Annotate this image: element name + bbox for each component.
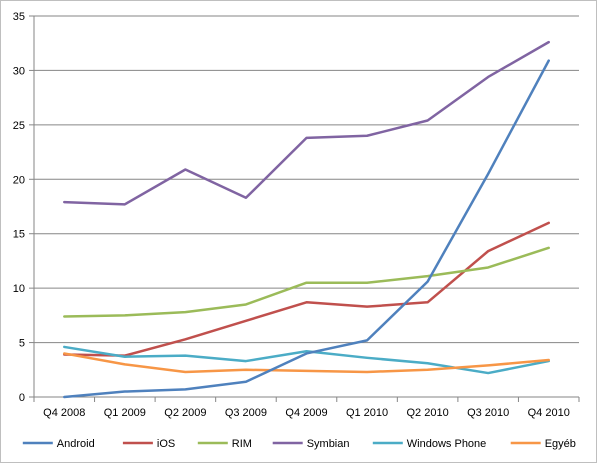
series-line-symbian xyxy=(63,40,550,206)
series-line-windows-phone xyxy=(63,345,550,375)
y-tick-label: 35 xyxy=(13,11,25,23)
y-tick-label: 25 xyxy=(13,120,25,132)
x-tick-label: Q2 2010 xyxy=(407,407,449,419)
series-line-egyéb xyxy=(63,352,550,374)
axes: 0 5 10 15 20 25 30 35 Q4 2008 Q1 2009 Q2 2009 Q3 20… xyxy=(13,11,580,419)
x-tick-label: Q3 2010 xyxy=(467,407,509,419)
legend: Android iOS RIM Symbian Windows Phone Egyéb xyxy=(22,438,576,450)
x-tick-label: Q3 2009 xyxy=(225,407,267,419)
y-tick-label: 0 xyxy=(19,392,25,404)
legend-label: iOS xyxy=(157,438,175,450)
series-line-rim xyxy=(63,246,550,318)
x-tick-label: Q1 2010 xyxy=(346,407,388,419)
x-tick-label: Q4 2008 xyxy=(43,407,85,419)
legend-label: Windows Phone xyxy=(407,438,487,450)
series-lines xyxy=(63,40,550,399)
x-tick-label: Q4 2010 xyxy=(528,407,570,419)
y-tick-label: 20 xyxy=(13,174,25,186)
legend-label: Symbian xyxy=(307,438,350,450)
series-line-android xyxy=(63,59,550,399)
y-tick-label: 10 xyxy=(13,283,25,295)
legend-label: Android xyxy=(57,438,95,450)
legend-label: RIM xyxy=(232,438,252,450)
legend-label: Egyéb xyxy=(545,438,576,450)
y-tick-label: 15 xyxy=(13,229,25,241)
x-tick-label: Q4 2009 xyxy=(285,407,327,419)
y-tick-label: 30 xyxy=(13,65,25,77)
x-tick-label: Q2 2009 xyxy=(164,407,206,419)
x-tick-label: Q1 2009 xyxy=(104,407,146,419)
series-line-ios xyxy=(63,221,550,357)
gridlines xyxy=(34,15,579,344)
y-tick-label: 5 xyxy=(19,338,25,350)
